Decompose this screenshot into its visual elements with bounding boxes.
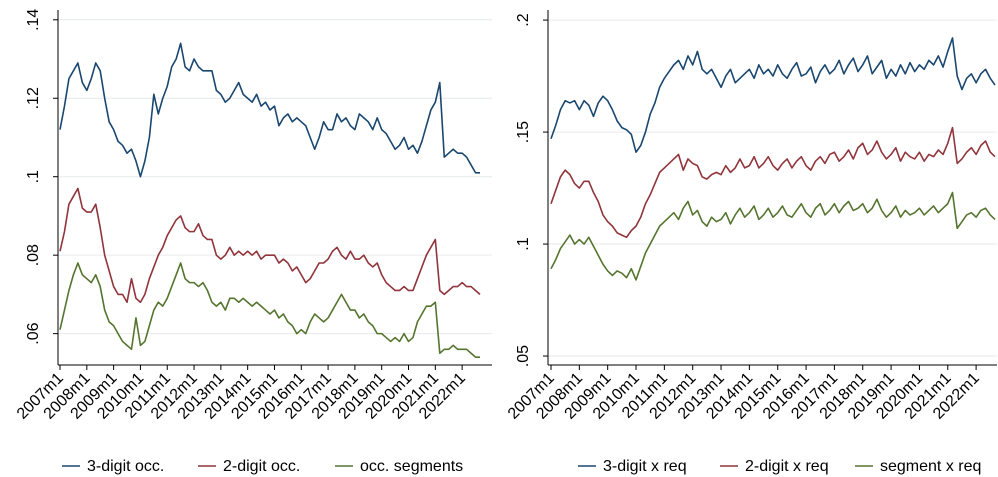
- legend-label: occ. segments: [360, 458, 463, 475]
- legend-label: segment x req: [880, 458, 981, 475]
- y-tick-label: .05: [515, 345, 532, 367]
- series-line: [550, 126, 996, 239]
- legend-label: 2-digit x req: [745, 458, 829, 475]
- series-line: [550, 37, 996, 154]
- y-tick-label: .06: [25, 322, 42, 344]
- series-line: [59, 42, 480, 178]
- y-tick-label: .08: [25, 244, 42, 266]
- legend-label: 3-digit x req: [603, 458, 687, 475]
- series-line: [59, 187, 481, 304]
- y-tick-label: .14: [25, 9, 42, 31]
- legend-label: 3-digit occ.: [87, 458, 164, 475]
- y-tick-label: .15: [515, 121, 532, 143]
- legend-label: 2-digit occ.: [223, 458, 300, 475]
- series-line: [550, 191, 996, 281]
- series-line: [59, 262, 480, 358]
- y-tick-label: .2: [515, 13, 532, 26]
- y-tick-label: .12: [25, 87, 42, 109]
- y-tick-label: .1: [25, 170, 42, 183]
- y-tick-label: .1: [515, 237, 532, 250]
